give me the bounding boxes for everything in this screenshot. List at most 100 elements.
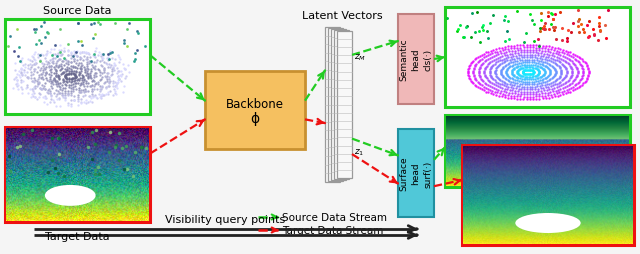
- Point: [115, 73, 125, 77]
- Point: [557, 39, 567, 43]
- Point: [529, 71, 539, 75]
- Point: [551, 78, 561, 83]
- Point: [519, 54, 529, 58]
- Point: [548, 81, 558, 85]
- Point: [83, 68, 93, 72]
- Point: [513, 92, 523, 97]
- Point: [66, 103, 76, 107]
- Point: [481, 59, 492, 63]
- Point: [472, 80, 483, 84]
- Point: [46, 80, 56, 84]
- Point: [520, 69, 530, 73]
- Point: [589, 33, 600, 37]
- Point: [573, 25, 583, 29]
- Point: [504, 37, 515, 41]
- Point: [86, 68, 96, 72]
- Point: [108, 93, 118, 97]
- Point: [47, 56, 58, 60]
- Point: [18, 80, 28, 84]
- Point: [30, 96, 40, 100]
- Point: [541, 89, 552, 93]
- Point: [507, 70, 517, 74]
- Point: [518, 49, 529, 53]
- Point: [515, 68, 525, 72]
- Point: [63, 91, 74, 96]
- Point: [479, 85, 489, 89]
- Point: [82, 63, 92, 67]
- Point: [102, 57, 112, 61]
- Point: [109, 64, 120, 68]
- Point: [29, 63, 39, 67]
- Point: [95, 78, 106, 82]
- Point: [58, 64, 68, 68]
- Point: [570, 64, 580, 68]
- Point: [89, 85, 99, 89]
- Point: [95, 70, 105, 74]
- Point: [40, 72, 51, 76]
- Point: [548, 76, 558, 80]
- Point: [58, 78, 68, 82]
- Point: [83, 52, 93, 56]
- Point: [522, 83, 532, 87]
- Point: [47, 82, 58, 86]
- Point: [63, 50, 73, 54]
- Point: [35, 60, 45, 64]
- Point: [547, 77, 557, 81]
- Point: [570, 53, 580, 57]
- Point: [65, 72, 75, 76]
- Point: [527, 66, 537, 70]
- Point: [490, 51, 500, 55]
- Point: [40, 36, 50, 40]
- Point: [12, 28, 22, 32]
- Point: [25, 58, 35, 62]
- Point: [42, 102, 52, 106]
- Point: [76, 70, 86, 74]
- Point: [518, 98, 529, 102]
- Point: [529, 75, 540, 79]
- Point: [516, 88, 526, 92]
- Point: [104, 150, 115, 154]
- Point: [38, 54, 49, 58]
- Point: [531, 93, 541, 97]
- Point: [564, 84, 574, 88]
- Point: [79, 78, 89, 83]
- Point: [545, 90, 556, 94]
- Point: [17, 87, 27, 91]
- Point: [562, 57, 572, 61]
- Point: [52, 80, 63, 84]
- Point: [464, 76, 474, 81]
- Point: [79, 66, 90, 70]
- Point: [524, 83, 534, 87]
- Point: [88, 61, 99, 65]
- Point: [25, 68, 35, 72]
- Point: [60, 70, 70, 74]
- Point: [567, 68, 577, 72]
- Point: [506, 45, 516, 49]
- Point: [540, 22, 550, 26]
- Point: [530, 64, 540, 68]
- Point: [534, 71, 545, 75]
- Point: [558, 63, 568, 67]
- Point: [583, 68, 593, 72]
- Point: [40, 74, 50, 78]
- Bar: [331, 30, 346, 181]
- Point: [512, 65, 522, 69]
- Point: [522, 44, 532, 48]
- Point: [524, 81, 534, 85]
- Point: [92, 97, 102, 101]
- Point: [487, 59, 497, 64]
- Point: [106, 64, 116, 68]
- Point: [63, 54, 73, 58]
- Point: [56, 72, 67, 76]
- Point: [124, 71, 134, 75]
- Point: [468, 72, 479, 76]
- Point: [520, 73, 531, 77]
- Point: [87, 90, 97, 94]
- Point: [566, 31, 576, 35]
- Point: [73, 22, 83, 26]
- Point: [81, 50, 92, 54]
- Point: [94, 172, 104, 176]
- Point: [479, 72, 490, 76]
- Point: [107, 70, 117, 74]
- Point: [47, 81, 57, 85]
